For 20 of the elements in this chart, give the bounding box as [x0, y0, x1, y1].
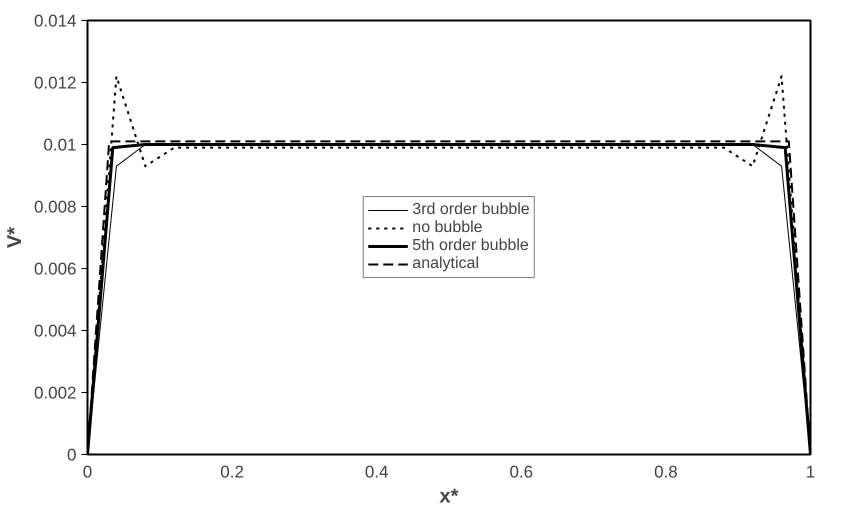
x-axis-title: x*	[440, 486, 459, 508]
x-tick-label: 0.2	[220, 462, 244, 482]
x-tick-label: 0	[82, 462, 92, 482]
x-tick-label: 1	[806, 462, 816, 482]
legend-label: 5th order bubble	[412, 237, 529, 255]
legend-label: analytical	[412, 255, 479, 273]
y-tick-label: 0.004	[34, 322, 77, 340]
y-tick-label: 0.01	[43, 136, 77, 154]
y-tick-label: 0.008	[34, 198, 77, 216]
legend-label: 3rd order bubble	[412, 201, 530, 219]
y-axis-title: V*	[4, 226, 26, 248]
y-tick-label: 0.012	[34, 74, 77, 92]
x-tick-label: 0.6	[509, 462, 534, 482]
y-tick-label: 0.002	[34, 384, 77, 402]
x-tick-label: 0.8	[654, 462, 678, 482]
y-tick-label: 0.006	[34, 260, 77, 278]
x-tick-label: 0.4	[364, 462, 389, 482]
y-tick-label: 0	[67, 446, 77, 464]
legend-label: no bubble	[412, 219, 483, 237]
y-tick-label: 0.014	[34, 12, 77, 30]
